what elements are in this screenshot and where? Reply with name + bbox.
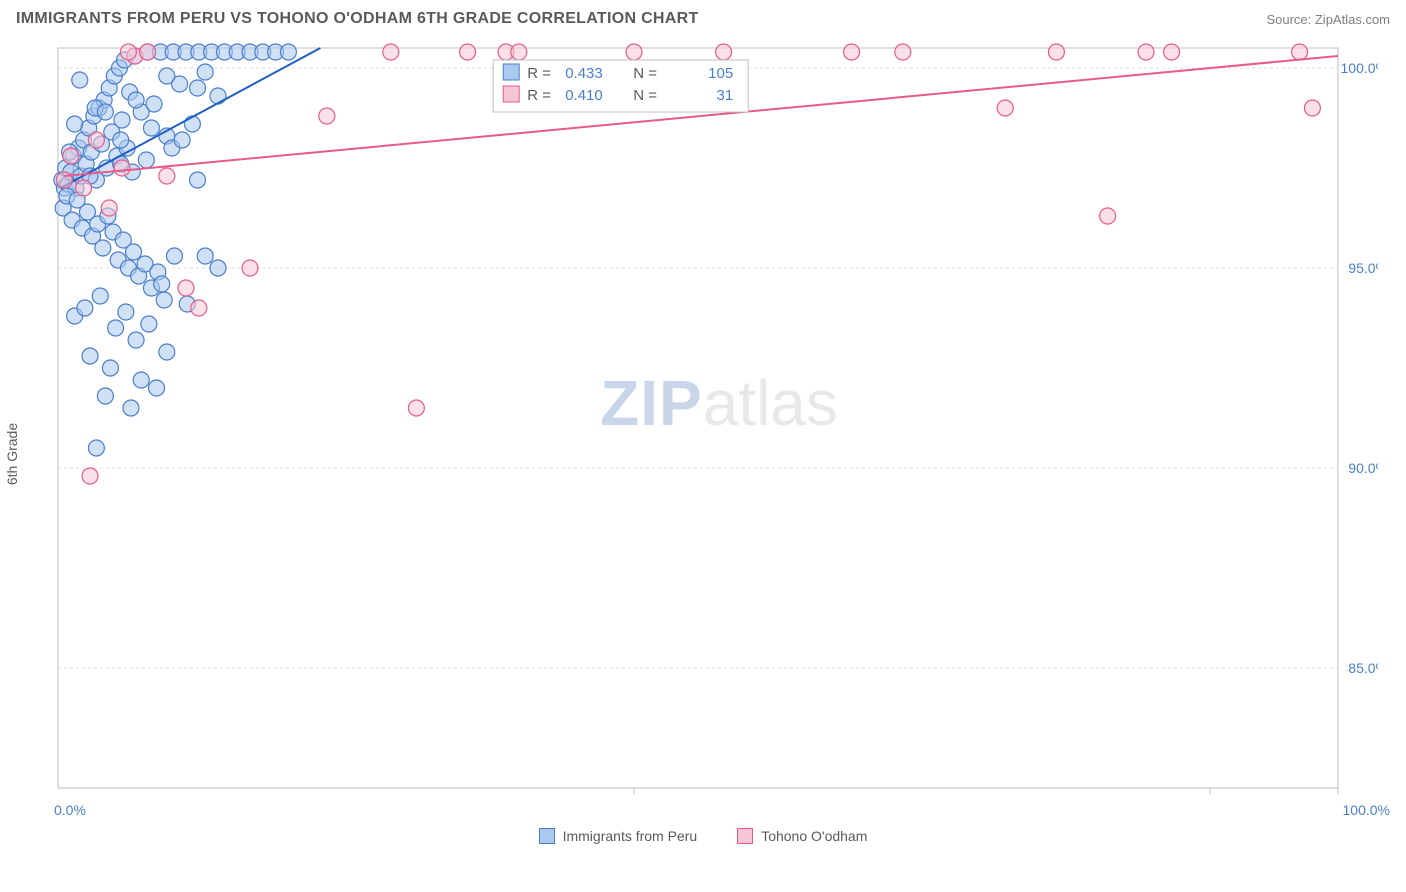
x-axis-labels: 0.0% 100.0%: [48, 802, 1390, 822]
legend-label-peru: Immigrants from Peru: [563, 828, 698, 844]
scatter-chart: 85.0% 90.0% 95.0% 100.0% R = 0.433 N = 105 R = 0.…: [48, 38, 1378, 798]
legend-item-tohono: Tohono O'odham: [737, 828, 867, 844]
legend-item-peru: Immigrants from Peru: [539, 828, 698, 844]
svg-text:R =: R =: [527, 65, 551, 82]
chart-title: IMMIGRANTS FROM PERU VS TOHONO O'ODHAM 6…: [16, 10, 699, 28]
svg-text:105: 105: [708, 65, 733, 82]
chart-area: 85.0% 90.0% 95.0% 100.0% R = 0.433 N = 105 R = 0.…: [48, 38, 1390, 798]
legend-swatch-peru: [539, 828, 555, 844]
chart-header: IMMIGRANTS FROM PERU VS TOHONO O'ODHAM 6…: [0, 0, 1406, 34]
svg-text:N =: N =: [633, 65, 657, 82]
svg-text:R =: R =: [527, 87, 551, 104]
svg-text:95.0%: 95.0%: [1348, 260, 1378, 276]
svg-text:0.433: 0.433: [565, 65, 603, 82]
svg-text:85.0%: 85.0%: [1348, 660, 1378, 676]
chart-source: Source: ZipAtlas.com: [1266, 12, 1390, 27]
svg-text:0.410: 0.410: [565, 87, 603, 104]
svg-text:31: 31: [717, 87, 734, 104]
bottom-legend: Immigrants from Peru Tohono O'odham: [0, 828, 1406, 844]
x-tick-0: 0.0%: [54, 802, 86, 818]
svg-text:100.0%: 100.0%: [1341, 60, 1378, 76]
x-tick-1: 100.0%: [1343, 802, 1390, 818]
y-axis-label: 6th Grade: [4, 423, 20, 485]
svg-text:90.0%: 90.0%: [1348, 460, 1378, 476]
svg-text:N =: N =: [633, 87, 657, 104]
legend-label-tohono: Tohono O'odham: [761, 828, 867, 844]
legend-swatch-tohono: [737, 828, 753, 844]
